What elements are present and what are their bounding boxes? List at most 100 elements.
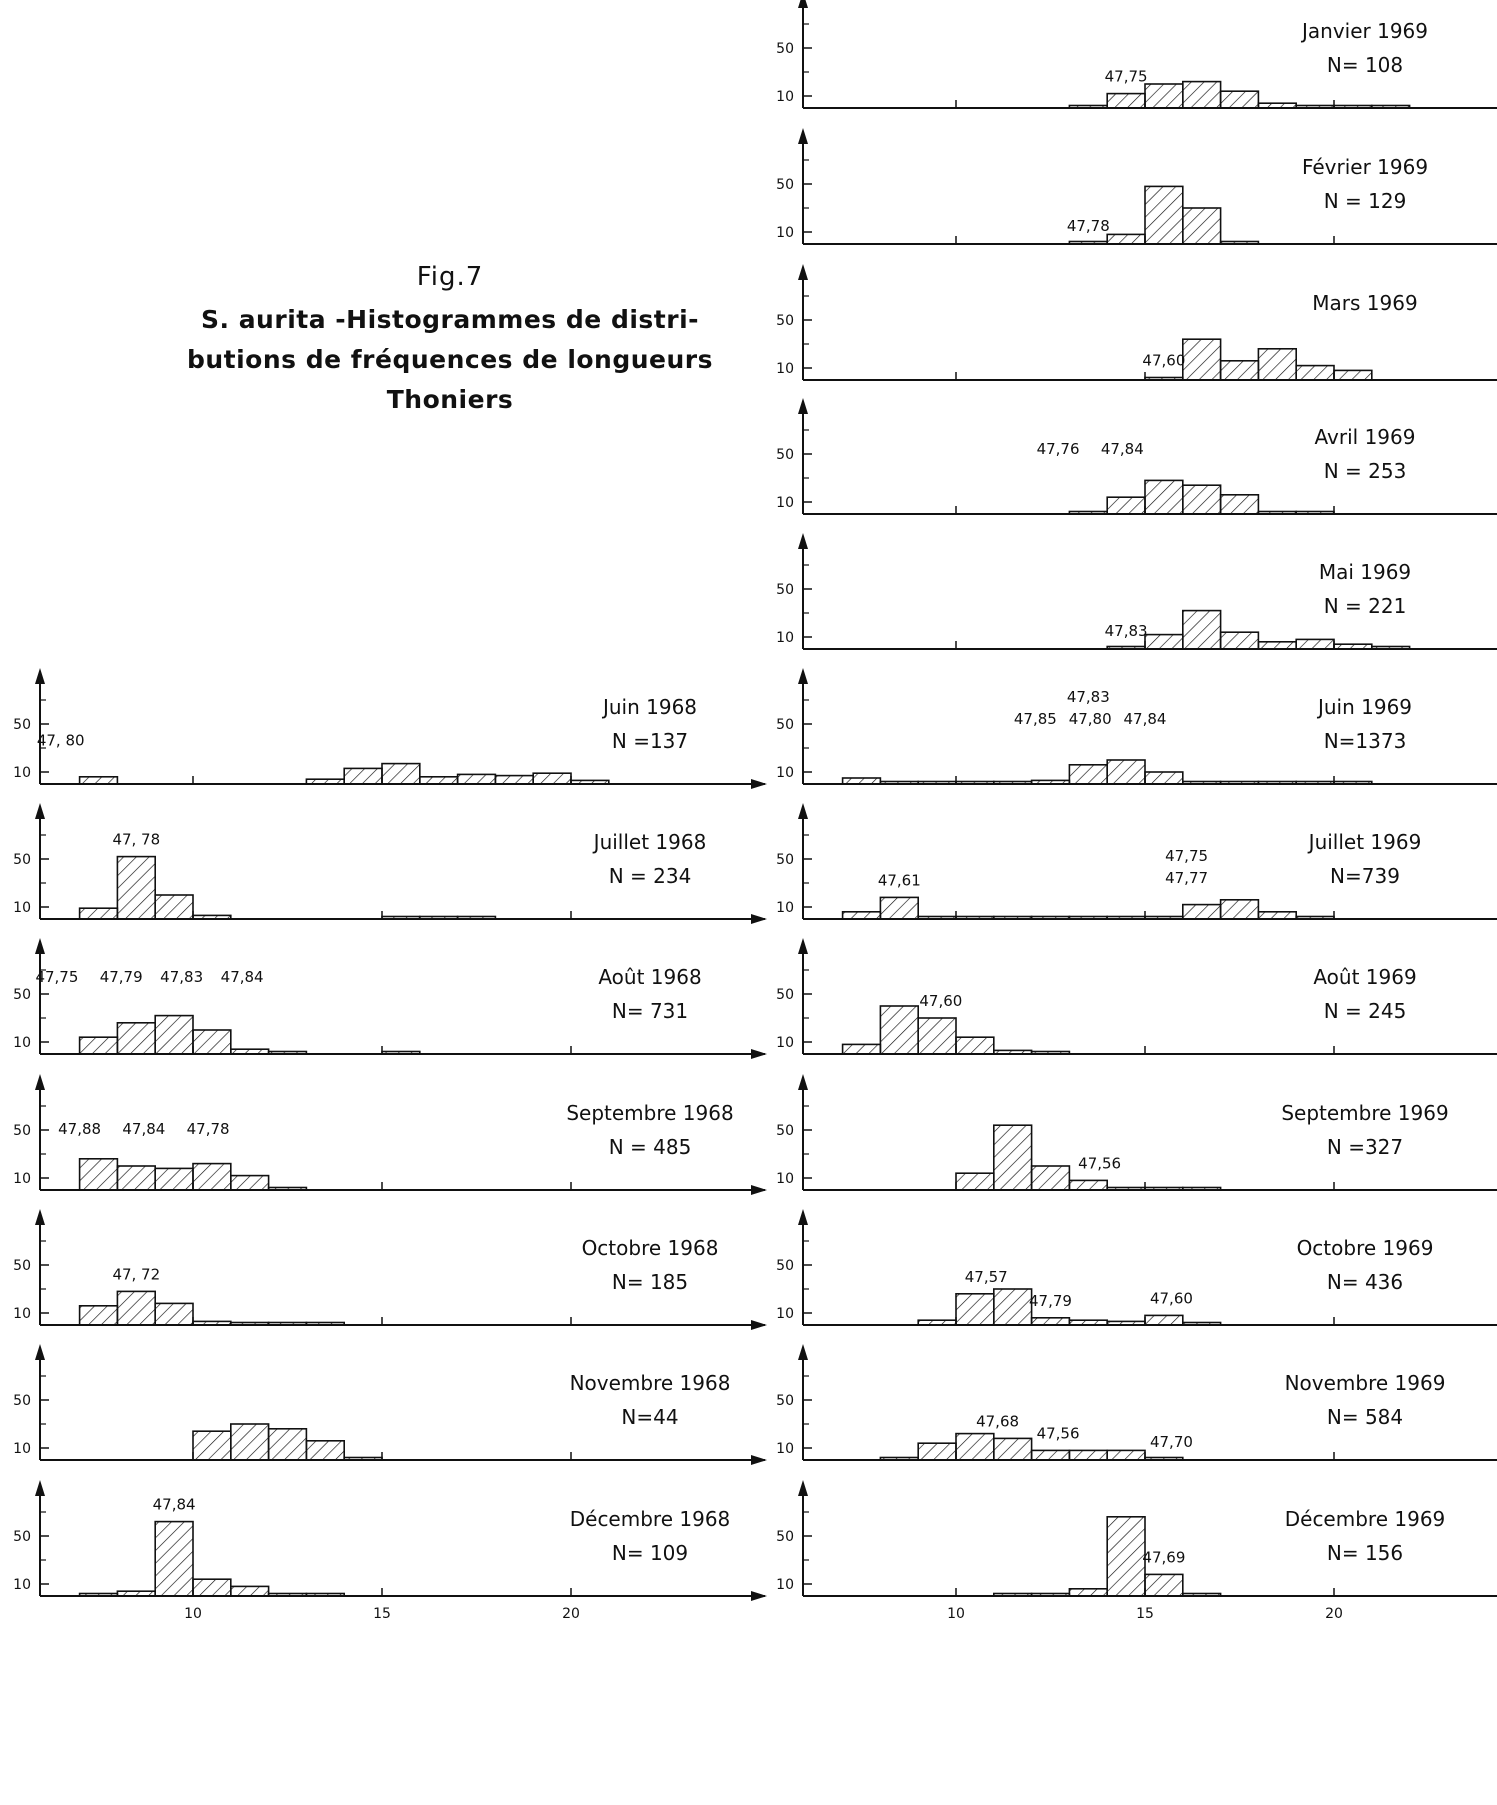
x-axis-arrow <box>751 1591 767 1601</box>
histogram-bar <box>381 1050 421 1055</box>
histogram-bar <box>1030 1317 1071 1326</box>
histogram-bar <box>267 1321 308 1326</box>
histogram-bar <box>305 1592 345 1597</box>
peak-mode-label: 47,84 <box>1124 710 1167 728</box>
histogram-bar <box>78 907 119 920</box>
histogram-bar <box>78 775 119 785</box>
y-tick-label: 10 <box>13 1171 31 1187</box>
y-axis-arrow <box>35 1074 45 1090</box>
y-tick-label: 50 <box>776 1529 794 1545</box>
peak-mode-label: 47,84 <box>153 1496 196 1514</box>
histogram-panel: 50 10 47,78 Février 1969 N = 129 <box>776 128 1497 245</box>
peak-mode-label: 47,85 <box>1014 710 1057 728</box>
histogram-bar <box>305 1321 345 1326</box>
y-tick-label: 10 <box>776 1577 794 1593</box>
peak-mode-label: 47,83 <box>1105 622 1148 640</box>
histogram-bar <box>917 1442 957 1461</box>
histogram-bar <box>1257 347 1298 381</box>
histogram-bar <box>879 1005 920 1055</box>
y-tick-label: 10 <box>776 225 794 241</box>
histogram-bar <box>992 1049 1033 1055</box>
sample-size: N = 485 <box>609 1135 692 1159</box>
histogram-bar <box>879 780 920 785</box>
histogram-bar <box>1219 631 1260 650</box>
y-tick-label: 10 <box>776 1035 794 1051</box>
histogram-bar <box>1144 771 1184 785</box>
y-tick-label: 10 <box>776 900 794 916</box>
histogram-bar <box>1144 915 1184 920</box>
histogram-bar <box>955 780 995 785</box>
histogram-bar <box>1295 915 1335 920</box>
histogram-bar <box>955 1036 995 1055</box>
histogram-bar <box>1106 1320 1146 1326</box>
x-tick-label: 10 <box>947 1606 965 1622</box>
peak-mode-label: 47,75 <box>35 968 78 986</box>
histogram-bar <box>1106 1186 1146 1191</box>
histogram-bar <box>879 896 920 920</box>
peak-mode-label: 47,88 <box>58 1120 101 1138</box>
peak-mode-label: 47,60 <box>1142 352 1185 370</box>
histogram-bar <box>192 1578 232 1597</box>
sample-size: N= 156 <box>1327 1541 1403 1565</box>
histogram-bar <box>1106 759 1146 785</box>
sample-size: N=44 <box>621 1405 678 1429</box>
figure-caption: Fig.7 S. aurita -Histogrammes de distri-… <box>110 262 790 420</box>
x-axis-arrow <box>751 1320 767 1330</box>
histogram-bar <box>456 915 497 920</box>
panel-title: Décembre 1969 <box>1285 1507 1446 1531</box>
histogram-bar <box>192 1029 232 1055</box>
histogram-bar <box>1182 1321 1222 1326</box>
panel-title: Août 1969 <box>1313 965 1416 989</box>
histogram-bar <box>1219 240 1260 245</box>
sample-size: N = 129 <box>1324 189 1407 213</box>
caption-line-3: Thoniers <box>386 385 514 414</box>
histogram-bar <box>917 1319 957 1326</box>
figure-number: Fig.7 <box>416 262 484 292</box>
panel-title: Septembre 1969 <box>1281 1101 1448 1125</box>
histogram-bar <box>78 1305 119 1326</box>
histogram-bar <box>1182 207 1222 245</box>
sample-size: N=1373 <box>1324 729 1407 753</box>
histogram-bar <box>1068 763 1109 785</box>
y-tick-label: 50 <box>776 717 794 733</box>
histogram-panel: 50 10 47,75 47,79 47,83 47,84 Août 1968 N= 731 <box>13 938 767 1059</box>
y-tick-label: 50 <box>776 447 794 463</box>
y-axis-arrow <box>798 0 808 8</box>
histogram-panel: 50 10 47,68 47,56 47,70 Novembre 1969 N= 584 <box>776 1344 1497 1461</box>
panel-title: Février 1969 <box>1302 155 1428 179</box>
histogram-bar <box>1257 102 1298 109</box>
histogram-bar <box>992 915 1033 920</box>
histogram-bar <box>78 1158 119 1191</box>
histogram-bar <box>841 910 882 920</box>
histogram-bar <box>1182 338 1222 381</box>
y-tick-label: 50 <box>13 1258 31 1274</box>
histogram-bar <box>192 1320 232 1326</box>
histogram-bar <box>1030 779 1071 785</box>
sample-size: N= 584 <box>1327 1405 1403 1429</box>
histogram-bar <box>154 1167 194 1191</box>
peak-mode-label: 47,80 <box>1069 710 1112 728</box>
peak-mode-label: 47,76 <box>1037 440 1080 458</box>
histogram-bar <box>1219 90 1260 109</box>
histogram-bar <box>1144 83 1184 109</box>
panel-title: Novembre 1968 <box>570 1371 731 1395</box>
y-axis-arrow <box>798 128 808 144</box>
histogram-bar <box>1068 1319 1109 1326</box>
histogram-bar <box>1030 1165 1071 1191</box>
y-tick-label: 50 <box>13 1123 31 1139</box>
histogram-panel: 50 10 47,75 Janvier 1969 N= 108 <box>776 0 1497 109</box>
peak-mode-label: 47,75 <box>1105 68 1148 86</box>
histogram-bar <box>1333 643 1373 650</box>
y-axis-arrow <box>798 668 808 684</box>
histogram-bar <box>1182 80 1222 109</box>
y-tick-label: 50 <box>13 852 31 868</box>
y-tick-label: 50 <box>13 987 31 1003</box>
histogram-bar <box>116 1590 157 1597</box>
histogram-bar <box>78 1592 119 1597</box>
histogram-bar <box>1182 609 1222 650</box>
caption-line-2: butions de fréquences de longueurs <box>186 345 714 374</box>
histogram-bar <box>1144 185 1184 245</box>
histogram-bar <box>116 1165 157 1191</box>
histogram-panel: 50 10 47,83 Mai 1969 N = 221 <box>776 533 1497 650</box>
histogram-bar <box>841 1043 882 1055</box>
